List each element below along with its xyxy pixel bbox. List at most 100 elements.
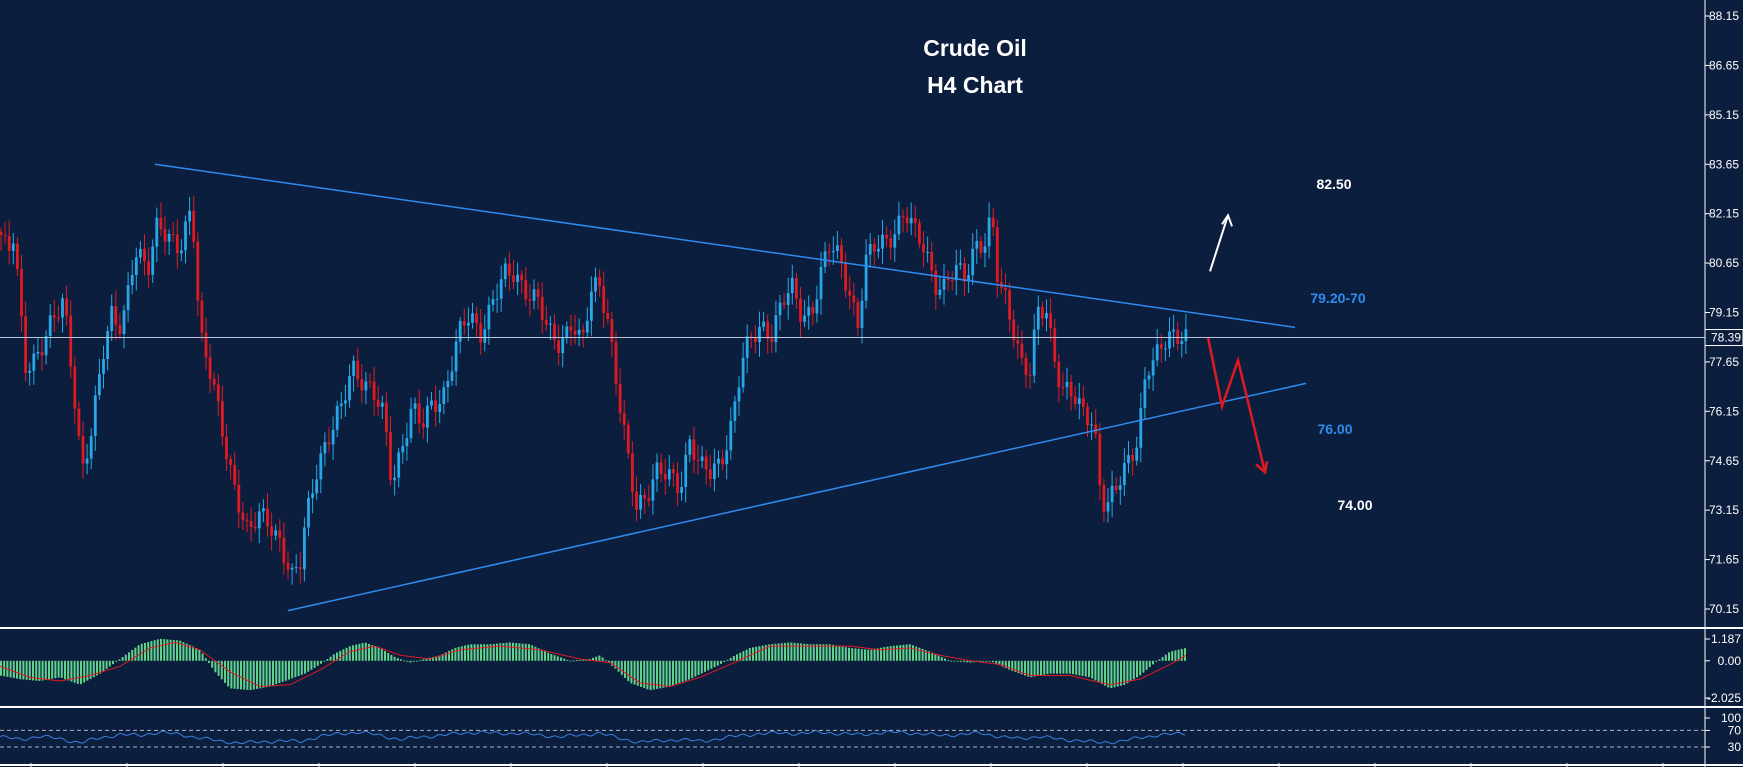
- macd-bar: [425, 658, 428, 661]
- macd-bar: [812, 644, 815, 661]
- candle-body: [1180, 341, 1184, 344]
- macd-bar: [380, 649, 383, 661]
- macd-bar: [534, 646, 537, 661]
- macd-bar: [838, 645, 841, 661]
- candle-body: [508, 263, 511, 276]
- macd-bar: [502, 643, 505, 661]
- candle-body: [1155, 344, 1159, 361]
- candle-body: [901, 215, 905, 218]
- macd-bar: [416, 660, 418, 662]
- macd-bar: [761, 645, 764, 661]
- candle-body: [1123, 463, 1126, 486]
- macd-bar: [150, 641, 153, 661]
- candle-body: [762, 321, 765, 327]
- candle-body: [1077, 398, 1081, 405]
- macd-bar: [860, 649, 863, 661]
- candle-body: [1114, 485, 1118, 491]
- macd-bar: [176, 640, 178, 661]
- macd-bar: [934, 654, 937, 661]
- price-tick-label: 80.65: [1709, 256, 1739, 270]
- macd-bar: [768, 644, 770, 661]
- macd-bar: [48, 660, 50, 680]
- macd-bar: [662, 660, 665, 688]
- candle-body: [483, 329, 487, 343]
- candle-body: [348, 376, 351, 401]
- candle-body: [102, 359, 105, 374]
- candle-body: [229, 459, 232, 465]
- macd-bar: [1180, 648, 1183, 661]
- macd-bar: [745, 649, 748, 661]
- macd-bar: [1001, 660, 1004, 667]
- macd-bar: [1123, 660, 1126, 685]
- candle-body: [253, 526, 257, 529]
- candle-body: [233, 464, 237, 485]
- macd-bar: [99, 660, 102, 674]
- macd-tick-label: -2.025: [1707, 691, 1741, 705]
- macd-bar: [809, 644, 812, 661]
- macd-bar: [297, 660, 300, 677]
- rsi-tick-label: 70: [1728, 723, 1742, 737]
- macd-bar: [918, 647, 921, 661]
- candle-body: [692, 439, 696, 461]
- macd-bar: [329, 656, 332, 661]
- candle-body: [713, 463, 716, 479]
- macd-bar: [790, 642, 793, 661]
- candle-body: [426, 405, 429, 428]
- macd-tick-label: 0.00: [1718, 654, 1742, 668]
- bearish-arrow-head: [1255, 461, 1269, 475]
- macd-bar: [624, 660, 626, 678]
- macd-bar: [1145, 660, 1148, 670]
- macd-bar: [1177, 649, 1180, 661]
- candle-body: [405, 438, 409, 447]
- rsi-panel: [0, 729, 1705, 748]
- macd-bar: [550, 653, 553, 661]
- macd-bar: [185, 643, 188, 661]
- candle-body: [729, 420, 733, 451]
- candle-body: [544, 319, 548, 325]
- chart-title: Crude Oil: [923, 35, 1027, 61]
- macd-bar: [1100, 660, 1103, 684]
- candle-body: [643, 494, 647, 499]
- macd-bar: [1142, 660, 1145, 673]
- macd-bar: [364, 642, 367, 661]
- candle-body: [963, 263, 966, 282]
- macd-bar: [963, 660, 966, 663]
- candle-body: [196, 241, 200, 301]
- macd-bar: [54, 660, 57, 679]
- candle-body: [717, 458, 720, 464]
- candle-body: [663, 473, 667, 480]
- candle-body: [303, 527, 306, 570]
- macd-bar: [825, 644, 828, 661]
- candle-body: [635, 491, 638, 510]
- trendline-resistance: [154, 163, 1296, 329]
- candle-body: [954, 264, 958, 281]
- macd-bar: [928, 651, 930, 661]
- price-tick-label: 70.15: [1709, 602, 1739, 616]
- macd-bar: [995, 660, 998, 664]
- candle-body: [786, 293, 790, 305]
- candle-body: [922, 243, 925, 253]
- macd-bar: [947, 659, 950, 661]
- candle-body: [180, 250, 183, 254]
- macd-bar: [598, 655, 601, 661]
- candle-body: [487, 304, 491, 330]
- candle-body: [73, 366, 77, 409]
- macd-bar: [1059, 660, 1062, 674]
- macd-bar: [444, 652, 447, 661]
- candle-body: [438, 404, 442, 413]
- macd-bar: [92, 660, 95, 678]
- macd-bar: [521, 643, 524, 661]
- macd-bar: [195, 648, 198, 661]
- candle-body: [782, 302, 786, 305]
- bearish-path: [1206, 336, 1267, 473]
- macd-bar: [1129, 660, 1132, 682]
- macd-bar: [1068, 660, 1071, 674]
- macd-bar: [1104, 660, 1106, 686]
- candle-body: [991, 217, 995, 228]
- macd-bar: [140, 643, 143, 661]
- macd-bar: [851, 648, 854, 661]
- candle-body: [237, 484, 241, 513]
- macd-bar: [451, 649, 454, 661]
- candle-body: [1028, 374, 1032, 376]
